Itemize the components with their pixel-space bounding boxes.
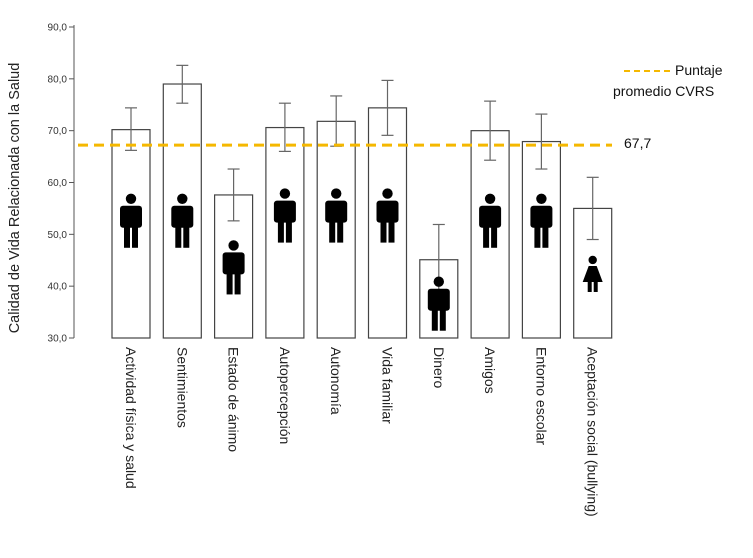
icon-left-leg bbox=[431, 308, 438, 331]
x-category-label: Aceptación social (bullying) bbox=[585, 347, 601, 517]
male-figure-icon bbox=[120, 193, 142, 248]
icon-head bbox=[331, 188, 342, 199]
x-category-label: Entorno escolar bbox=[533, 347, 549, 445]
icon-torso bbox=[120, 205, 142, 228]
icon-left-leg bbox=[587, 281, 592, 292]
x-category-label: Vida familiar bbox=[380, 347, 396, 424]
icon-torso bbox=[376, 200, 399, 223]
y-tick-label: 70,0 bbox=[48, 126, 68, 137]
icon-head bbox=[588, 255, 597, 265]
x-category-label: Autonomía bbox=[328, 347, 344, 415]
icon-torso bbox=[222, 252, 245, 275]
male-figure-icon bbox=[171, 193, 194, 248]
x-category-label: Sentimientos bbox=[174, 347, 190, 428]
bar bbox=[111, 129, 151, 339]
legend-label-line2: promedio CVRS bbox=[613, 83, 714, 99]
x-axis-categories: Actividad física y salud Sentimientos Esta… bbox=[123, 347, 601, 517]
icon-right-leg bbox=[593, 281, 598, 292]
icon-left-leg bbox=[329, 220, 336, 243]
x-category-label: Actividad física y salud bbox=[123, 347, 139, 489]
male-figure-icon bbox=[222, 240, 245, 295]
icon-left-leg bbox=[226, 272, 233, 295]
y-tick-label: 60,0 bbox=[48, 178, 68, 189]
bar bbox=[470, 130, 510, 339]
icon-left-leg bbox=[124, 225, 130, 248]
y-axis-label: Calidad de Vida Relacionada con la Salud bbox=[7, 63, 23, 334]
icon-head bbox=[382, 188, 393, 199]
male-figure-icon bbox=[376, 188, 399, 243]
icon-dress bbox=[582, 265, 603, 282]
icon-left-leg bbox=[534, 225, 541, 248]
icon-right-leg bbox=[132, 225, 138, 248]
bar bbox=[521, 140, 562, 339]
icon-torso bbox=[427, 288, 450, 311]
bar bbox=[265, 126, 305, 339]
icon-head bbox=[433, 276, 444, 287]
y-tick-label: 50,0 bbox=[48, 230, 68, 241]
icon-right-leg bbox=[234, 272, 241, 295]
legend: Puntaje promedio CVRS bbox=[613, 62, 723, 99]
bar bbox=[367, 107, 408, 339]
male-figure-icon bbox=[479, 193, 502, 248]
icon-head bbox=[279, 188, 291, 199]
y-tick-label: 80,0 bbox=[48, 74, 68, 85]
icon-right-leg bbox=[439, 308, 446, 331]
y-axis: 30,0 40,0 50,0 60,0 70,0 80,0 90,0 bbox=[48, 23, 75, 345]
x-category-label: Dinero bbox=[431, 347, 447, 388]
icon-left-leg bbox=[277, 220, 284, 243]
icon-right-leg bbox=[388, 220, 395, 243]
icon-head bbox=[484, 193, 496, 204]
male-figure-icon bbox=[530, 193, 553, 248]
icon-head bbox=[177, 193, 188, 204]
icon-right-leg bbox=[542, 225, 549, 248]
icon-head bbox=[125, 193, 137, 204]
male-figure-icon bbox=[325, 188, 348, 243]
female-figure-icon bbox=[582, 255, 603, 292]
legend-label-line1: Puntaje bbox=[675, 62, 723, 78]
icon-left-leg bbox=[175, 225, 182, 248]
male-figure-icon bbox=[427, 276, 450, 331]
x-category-label: Estado de ánimo bbox=[226, 347, 242, 452]
icon-torso bbox=[530, 205, 553, 228]
x-category-label: Autopercepción bbox=[277, 347, 293, 444]
icon-right-leg bbox=[183, 225, 190, 248]
icon-right-leg bbox=[491, 225, 498, 248]
icon-right-leg bbox=[337, 220, 344, 243]
x-category-label: Amigos bbox=[482, 347, 498, 394]
icon-left-leg bbox=[483, 225, 490, 248]
icon-torso bbox=[273, 200, 296, 223]
y-tick-label: 40,0 bbox=[48, 282, 68, 293]
y-tick-label: 30,0 bbox=[48, 334, 68, 345]
reference-line-value: 67,7 bbox=[624, 135, 651, 151]
icon-torso bbox=[171, 205, 194, 228]
bar bbox=[316, 120, 356, 339]
icon-left-leg bbox=[380, 220, 387, 243]
icon-right-leg bbox=[285, 220, 292, 243]
icon-torso bbox=[325, 200, 348, 223]
figure-icons-group bbox=[120, 188, 603, 331]
male-figure-icon bbox=[273, 188, 296, 243]
y-tick-label: 90,0 bbox=[48, 23, 68, 34]
icon-head bbox=[536, 193, 547, 204]
icon-head bbox=[228, 240, 239, 251]
icon-torso bbox=[479, 205, 502, 228]
